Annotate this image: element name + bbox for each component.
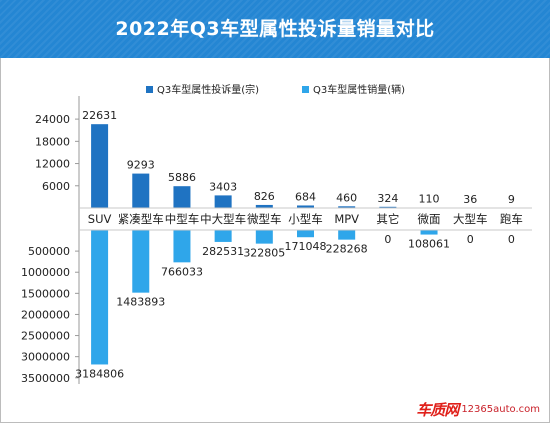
sales-value-label: 1483893	[116, 296, 165, 309]
title-bar: 2022年Q3车型属性投诉量销量对比	[0, 0, 550, 58]
legend-swatch-complaints	[146, 86, 153, 93]
complaints-value-label: 684	[295, 190, 316, 203]
complaints-bar	[173, 186, 191, 208]
category-label: 中大型车	[200, 212, 246, 226]
complaints-bar	[255, 204, 273, 208]
watermark-site: 12365auto.com	[461, 403, 540, 415]
watermark-logo: 车质网	[416, 400, 459, 419]
lower-tick-label: 2500000	[21, 330, 70, 343]
category-label: 跑车	[500, 212, 523, 226]
category-label: 其它	[376, 212, 399, 226]
complaints-bar	[338, 206, 356, 208]
sales-bar	[338, 230, 356, 240]
axes-layer: 6000 12000 18000 24000 500000 1000000 1500000 2…	[21, 96, 532, 385]
lower-tick-label: 3500000	[21, 372, 70, 385]
complaints-bar	[379, 206, 397, 208]
lower-tick-label: 500000	[28, 245, 70, 258]
sales-value-label: 3184806	[75, 367, 124, 380]
legend-label-sales: Q3车型属性销量(辆)	[313, 83, 405, 96]
chart-title: 2022年Q3车型属性投诉量销量对比	[115, 18, 435, 40]
sales-value-label: 282531	[202, 245, 244, 258]
lower-tick-label: 2000000	[21, 308, 70, 321]
complaints-value-label: 5886	[168, 171, 196, 184]
complaints-value-label: 22631	[82, 109, 117, 122]
complaints-value-label: 826	[254, 190, 275, 203]
sales-value-label: 0	[467, 233, 474, 246]
category-label: SUV	[88, 212, 112, 226]
sales-bar	[91, 230, 109, 365]
category-label: 小型车	[288, 212, 323, 226]
complaints-bar	[297, 205, 314, 208]
legend-swatch-sales	[302, 86, 309, 93]
complaints-value-label: 9	[508, 193, 515, 206]
upper-tick-label: 18000	[35, 135, 70, 148]
sales-value-label: 0	[384, 233, 391, 246]
sales-bar	[173, 230, 191, 263]
sales-bar	[255, 230, 273, 244]
upper-tick-label: 6000	[42, 180, 70, 193]
complaints-value-label: 324	[377, 192, 398, 205]
complaints-bar	[91, 124, 109, 208]
upper-tick-label: 12000	[35, 158, 70, 171]
category-label: MPV	[334, 212, 359, 226]
complaints-value-label: 36	[463, 193, 477, 206]
complaints-value-label: 110	[419, 193, 440, 206]
complaints-value-label: 460	[336, 191, 357, 204]
complaints-value-label: 3403	[209, 180, 237, 193]
sales-bar	[132, 230, 150, 293]
watermark: 车质网 12365auto.com	[416, 398, 540, 420]
sales-bar	[420, 230, 438, 235]
category-label: 微面	[418, 212, 441, 226]
lower-tick-label: 1500000	[21, 287, 70, 300]
lower-tick-label: 1000000	[21, 266, 70, 279]
category-label: 大型车	[453, 212, 488, 226]
sales-bar	[297, 230, 314, 238]
complaints-bar	[132, 173, 150, 208]
category-label: 紧凑型车	[118, 212, 164, 226]
sales-bar	[214, 230, 232, 242]
sales-value-label: 0	[508, 233, 515, 246]
bars-layer	[91, 124, 520, 365]
legend-label-complaints: Q3车型属性投诉量(宗)	[157, 83, 259, 96]
complaints-bar	[214, 195, 232, 208]
category-label: 中型车	[165, 212, 200, 226]
complaints-value-label: 9293	[127, 159, 155, 172]
legend: Q3车型属性投诉量(宗) Q3车型属性销量(辆)	[146, 83, 405, 96]
sales-value-label: 108061	[408, 238, 450, 251]
sales-value-label: 322805	[243, 247, 285, 260]
sales-value-label: 766033	[161, 265, 203, 278]
lower-tick-label: 3000000	[21, 351, 70, 364]
sales-value-label: 171048	[285, 240, 327, 253]
upper-tick-label: 24000	[35, 113, 70, 126]
category-label: 微型车	[247, 212, 282, 226]
labels-layer: SUV 22631 3184806 紧凑型车 9293 1483893 中型车 5886 766…	[75, 109, 523, 380]
sales-value-label: 228268	[326, 243, 368, 256]
